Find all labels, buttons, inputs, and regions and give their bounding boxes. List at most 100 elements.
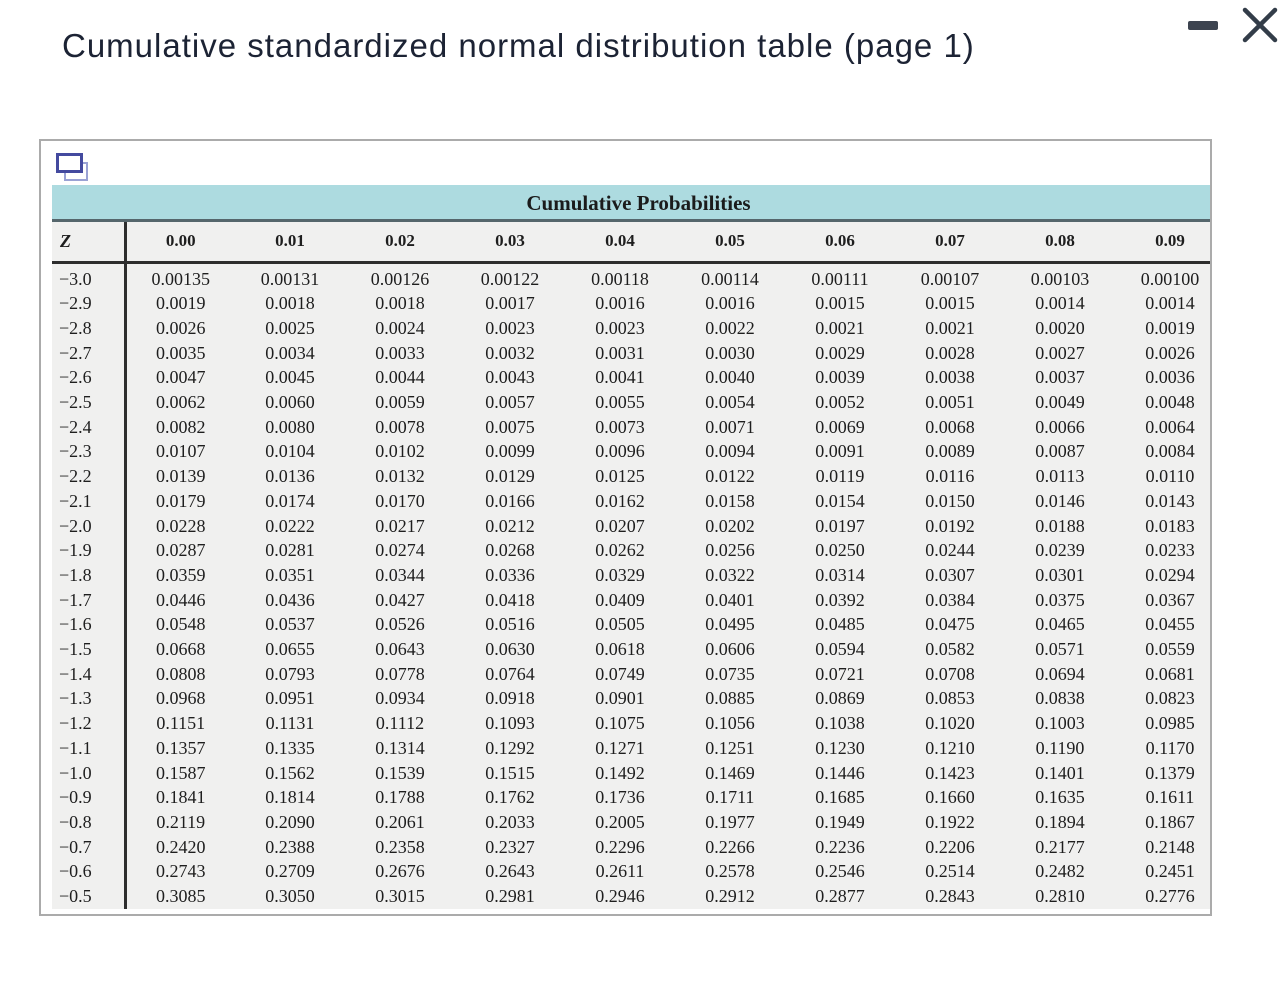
z-value: −2.2	[52, 464, 127, 489]
table-row: −1.7 0.0446 0.0436 0.0427 0.0418 0.0409 0.0401…	[52, 587, 1210, 613]
probability-cell: 0.0110	[1145, 466, 1195, 487]
probability-cell: 0.0401	[705, 589, 755, 610]
probability-cell: 0.0228	[156, 515, 206, 536]
probability-cell: 0.1314	[375, 737, 425, 758]
probability-cell: 0.0026	[156, 317, 206, 338]
probability-cell: 0.0351	[265, 564, 315, 585]
probability-cell: 0.1446	[815, 762, 865, 783]
probability-cell: 0.1539	[375, 762, 425, 783]
probability-cell: 0.0084	[1145, 441, 1195, 462]
probability-cell: 0.0087	[1035, 441, 1085, 462]
probability-cell: 0.1292	[485, 737, 535, 758]
probability-cell: 0.0066	[1035, 416, 1085, 437]
probability-cell: 0.0694	[1035, 663, 1085, 684]
probability-cell: 0.0017	[485, 293, 535, 314]
probability-cell: 0.0314	[815, 564, 865, 585]
z-value: −0.8	[52, 809, 127, 835]
probability-cell: 0.0885	[705, 688, 755, 709]
probability-cell: 0.0091	[815, 441, 865, 462]
probability-cell: 0.0107	[156, 441, 206, 462]
probability-cell: 0.0166	[485, 490, 535, 511]
probability-cell: 0.0793	[265, 663, 315, 684]
probability-cell: 0.0018	[265, 293, 315, 314]
probability-cell: 0.0051	[925, 392, 975, 413]
probability-cell: 0.3085	[156, 886, 206, 907]
probability-cell: 0.1515	[485, 762, 535, 783]
probability-cell: 0.0455	[1145, 614, 1195, 635]
probability-cell: 0.0036	[1145, 367, 1195, 388]
probability-cell: 0.1056	[705, 713, 755, 734]
probability-cell: 0.2776	[1145, 886, 1195, 907]
probability-cell: 0.0125	[595, 466, 645, 487]
probability-cell: 0.0038	[925, 367, 975, 388]
probability-cell: 0.0039	[815, 367, 865, 388]
probability-cell: 0.0183	[1145, 515, 1195, 536]
page-title: Cumulative standardized normal distribut…	[62, 27, 975, 64]
probability-cell: 0.0548	[156, 614, 206, 635]
probability-cell: 0.00100	[1140, 268, 1200, 289]
probability-cell: 0.1814	[265, 787, 315, 808]
probability-cell: 0.0384	[925, 589, 975, 610]
probability-cell: 0.0116	[925, 466, 975, 487]
close-icon[interactable]	[1238, 3, 1282, 47]
probability-cell: 0.0244	[925, 540, 975, 561]
probability-cell: 0.0032	[485, 342, 535, 363]
distribution-table: Cumulative Probabilities Z 0.00 0.01 0.02 0…	[52, 185, 1210, 909]
probability-cell: 0.0192	[925, 515, 975, 536]
probability-cell: 0.2643	[485, 861, 535, 882]
probability-cell: 0.2546	[815, 861, 865, 882]
probability-cell: 0.2296	[595, 836, 645, 857]
probability-cell: 0.0367	[1145, 589, 1195, 610]
probability-cell: 0.2327	[485, 836, 535, 857]
probability-cell: 0.0262	[595, 540, 645, 561]
probability-cell: 0.0427	[375, 589, 425, 610]
probability-cell: 0.0014	[1035, 293, 1085, 314]
probability-cell: 0.0630	[485, 639, 535, 660]
probability-cell: 0.1894	[1035, 811, 1085, 832]
column-header: 0.02	[345, 222, 455, 264]
probability-cell: 0.1251	[705, 737, 755, 758]
probability-cell: 0.0021	[815, 317, 865, 338]
probability-cell: 0.0409	[595, 589, 645, 610]
probability-cell: 0.0643	[375, 639, 425, 660]
probability-cell: 0.0089	[925, 441, 975, 462]
probability-cell: 0.00103	[1030, 268, 1090, 289]
probability-cell: 0.0143	[1145, 490, 1195, 511]
column-header: 0.01	[235, 222, 345, 264]
probability-cell: 0.0096	[595, 441, 645, 462]
probability-cell: 0.0104	[265, 441, 315, 462]
probability-cell: 0.0071	[705, 416, 755, 437]
probability-cell: 0.0268	[485, 540, 535, 561]
probability-cell: 0.1762	[485, 787, 535, 808]
overlapping-pages-icon	[56, 153, 92, 185]
probability-cell: 0.2578	[705, 861, 755, 882]
probability-cell: 0.0301	[1035, 564, 1085, 585]
table-row: −0.5 0.3085 0.3050 0.3015 0.2981 0.2946 0.2912…	[52, 884, 1210, 909]
minimize-icon[interactable]	[1188, 21, 1218, 30]
z-value: −2.9	[52, 291, 127, 316]
probability-cell: 0.0029	[815, 342, 865, 363]
probability-cell: 0.0078	[375, 416, 425, 437]
probability-cell: 0.2810	[1035, 886, 1085, 907]
probability-cell: 0.0122	[705, 466, 755, 487]
probability-cell: 0.0721	[815, 663, 865, 684]
table-row: −1.8 0.0359 0.0351 0.0344 0.0336 0.0329 0.0322…	[52, 562, 1210, 588]
probability-cell: 0.1788	[375, 787, 425, 808]
z-value: −2.5	[52, 390, 127, 415]
probability-cell: 0.0045	[265, 367, 315, 388]
table-row: −3.0 0.00135 0.00131 0.00126 0.00122 0.00118 0…	[52, 262, 1210, 292]
probability-cell: 0.2877	[815, 886, 865, 907]
probability-cell: 0.0174	[265, 490, 315, 511]
table-panel: Cumulative Probabilities Z 0.00 0.01 0.02 0…	[39, 139, 1212, 916]
probability-cell: 0.00126	[370, 268, 430, 289]
probability-cell: 0.0951	[265, 688, 315, 709]
column-header: 0.06	[785, 222, 895, 264]
probability-cell: 0.1210	[925, 737, 975, 758]
probability-cell: 0.0019	[1145, 317, 1195, 338]
z-column-header: Z	[52, 222, 127, 264]
probability-cell: 0.0606	[705, 639, 755, 660]
table-body: −3.0 0.00135 0.00131 0.00126 0.00122 0.00118 0…	[52, 262, 1210, 909]
probability-cell: 0.1635	[1035, 787, 1085, 808]
probability-cell: 0.0094	[705, 441, 755, 462]
probability-cell: 0.0049	[1035, 392, 1085, 413]
